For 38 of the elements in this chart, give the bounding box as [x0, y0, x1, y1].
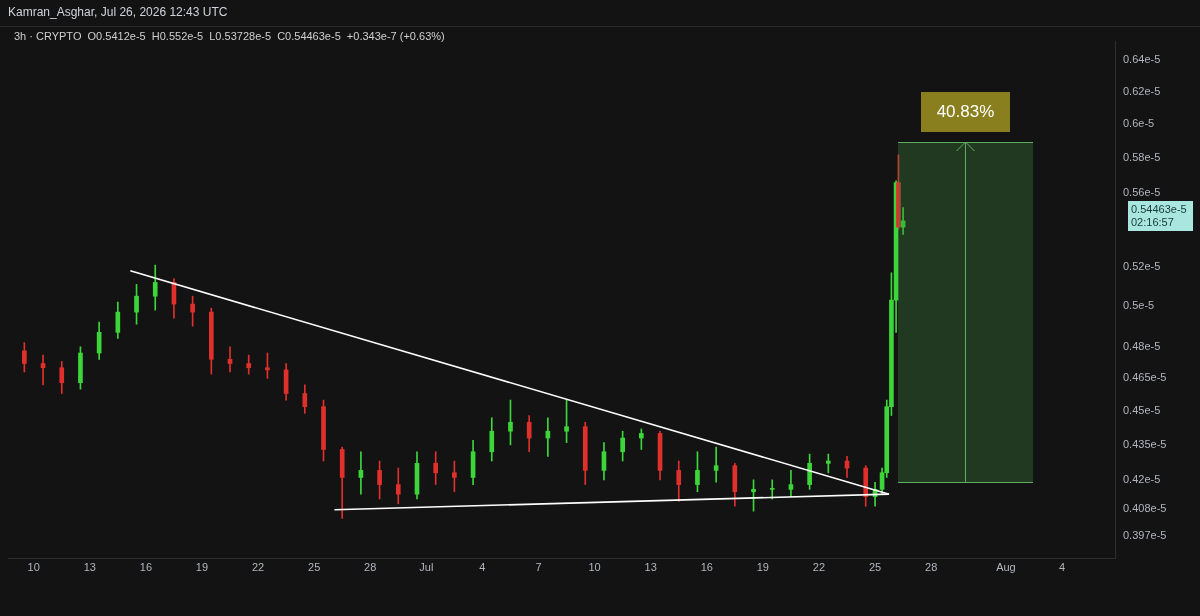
x-tick-label: 4 [1058, 561, 1066, 574]
x-tick-label: 16 [139, 561, 153, 574]
x-tick-label: 16 [700, 561, 713, 574]
x-tick-label: 28 [364, 561, 377, 574]
text: 0.54463e-5 [1131, 203, 1188, 216]
x-tick-label: 13 [644, 561, 657, 574]
x-tick-label: Jul [419, 561, 434, 574]
y-tick-label: 0.6e-5 [1123, 117, 1155, 130]
text: 02:16:57 [1131, 216, 1175, 229]
y-tick-label: 0.58e-5 [1123, 151, 1161, 164]
y-tick-label: 0.465e-5 [1123, 371, 1167, 384]
x-tick-label: 19 [756, 561, 769, 574]
y-tick-label: 0.64e-5 [1123, 53, 1161, 66]
annotation: 40.83% [921, 92, 1010, 132]
x-tick-label: 4 [479, 561, 486, 574]
x-tick-label: 13 [83, 561, 96, 574]
x-tick-label: 22 [812, 561, 826, 574]
x-tick-label: 10 [27, 561, 40, 574]
y-tick-label: 0.48e-5 [1123, 339, 1161, 352]
y-tick-label: 0.62e-5 [1123, 84, 1161, 97]
x-tick-label: Aug [996, 561, 1016, 574]
y-tick-label: 0.42e-5 [1123, 472, 1161, 485]
y-tick-label: 0.5e-5 [1123, 299, 1155, 312]
y-tick-label: 0.408e-5 [1123, 501, 1167, 514]
y-tick-label: 0.397e-5 [1123, 528, 1167, 541]
x-tick-label: 28 [925, 561, 938, 574]
y-tick-label: 0.45e-5 [1123, 404, 1161, 417]
x-tick-label: 22 [251, 561, 265, 574]
x-tick-label: 19 [195, 561, 209, 574]
x-tick-label: 10 [588, 561, 601, 574]
chart-subtitle: 3h · CRYPTO O0.5412e-5 H0.552e-5 L0.53728e-5 C0.54463e-5 +0.343e-7 (+0.63%) [14, 30, 445, 42]
y-tick-label: 0.52e-5 [1123, 260, 1161, 273]
y-tick-label: 0.56e-5 [1123, 186, 1161, 199]
y-tick-label: 0.435e-5 [1123, 437, 1167, 450]
x-tick-label: 25 [308, 561, 321, 574]
x-tick-label: 25 [868, 561, 882, 574]
x-tick-label: 7 [535, 561, 542, 574]
chart-title: Kamran_Asghar, Jul 26, 2026 12:43 UTC [0, 0, 1200, 27]
